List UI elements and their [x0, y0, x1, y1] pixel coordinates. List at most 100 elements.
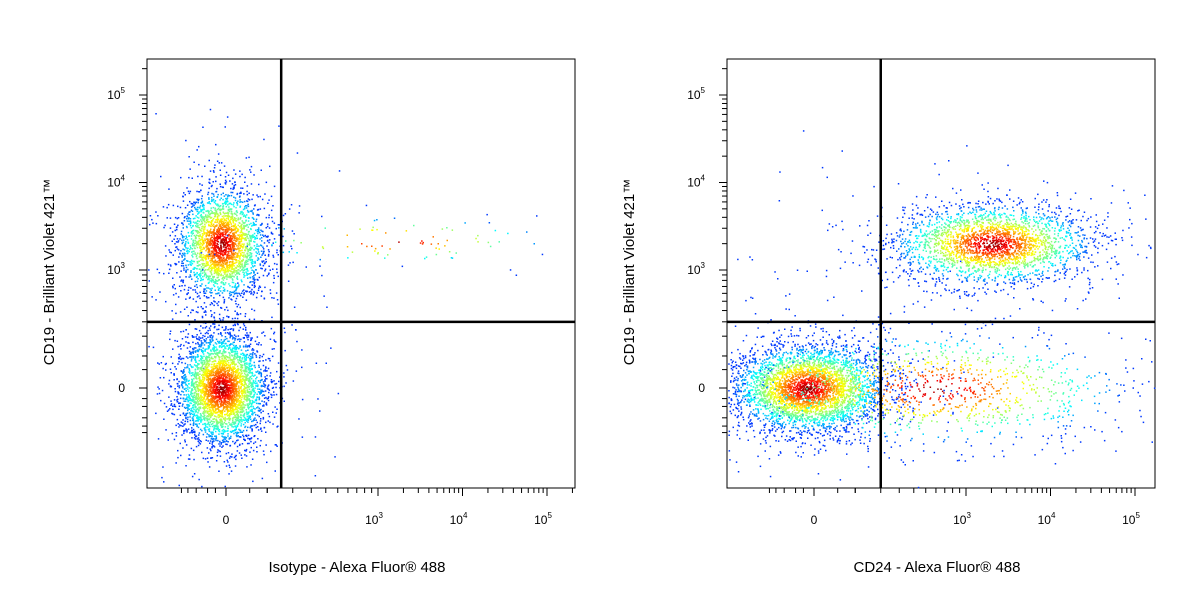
- event-point: [264, 379, 266, 381]
- event-point: [196, 380, 198, 383]
- event-point: [253, 281, 256, 283]
- event-point: [196, 243, 198, 245]
- event-point: [208, 281, 210, 284]
- event-point: [240, 239, 243, 241]
- event-point: [249, 343, 252, 345]
- event-point: [216, 213, 219, 215]
- event-point: [230, 225, 233, 228]
- event-point: [177, 392, 180, 394]
- event-point: [243, 200, 246, 203]
- event-point: [231, 286, 234, 288]
- event-point: [155, 299, 157, 301]
- event-point: [254, 340, 257, 343]
- event-point: [256, 245, 258, 247]
- event-point: [208, 178, 211, 181]
- event-point: [244, 274, 246, 277]
- event-point: [230, 250, 233, 252]
- event-point: [225, 347, 227, 350]
- event-point: [194, 389, 197, 391]
- event-point: [205, 235, 207, 238]
- event-point: [216, 231, 218, 234]
- event-point: [186, 431, 188, 433]
- event-point: [215, 143, 217, 146]
- event-point: [180, 279, 183, 281]
- event-point: [241, 457, 243, 459]
- event-point: [216, 349, 219, 351]
- event-point: [221, 357, 223, 360]
- event-point: [215, 252, 217, 255]
- event-point: [241, 201, 244, 203]
- event-point: [186, 239, 189, 241]
- event-point: [197, 201, 199, 204]
- event-point: [195, 242, 197, 244]
- event-point: [283, 376, 285, 378]
- event-point: [221, 208, 224, 210]
- event-point: [256, 272, 259, 274]
- event-point: [240, 233, 243, 236]
- event-point: [214, 435, 216, 437]
- event-point: [325, 362, 327, 364]
- event-point: [214, 249, 216, 252]
- event-point: [155, 412, 157, 415]
- event-point: [252, 420, 254, 422]
- event-point: [217, 229, 219, 232]
- event-point: [244, 221, 246, 224]
- event-point: [290, 245, 292, 247]
- event-point: [215, 343, 218, 345]
- event-point: [220, 306, 222, 309]
- event-point: [209, 275, 211, 277]
- event-point: [182, 412, 185, 414]
- event-point: [240, 201, 242, 203]
- event-point: [179, 253, 181, 255]
- event-point: [252, 217, 255, 220]
- event-point: [182, 262, 184, 265]
- event-point: [245, 233, 247, 236]
- event-point: [243, 208, 246, 210]
- event-point: [239, 267, 241, 269]
- event-point: [226, 234, 229, 237]
- event-point: [222, 192, 224, 194]
- event-point: [244, 404, 247, 406]
- event-point: [247, 258, 250, 261]
- event-point: [192, 449, 195, 452]
- event-point: [186, 250, 188, 252]
- event-point: [226, 244, 229, 246]
- event-point: [233, 237, 235, 239]
- event-point: [220, 197, 222, 199]
- event-point: [233, 244, 236, 246]
- event-point: [179, 311, 182, 313]
- event-point: [195, 255, 198, 258]
- event-point: [218, 279, 220, 281]
- event-point: [208, 466, 211, 468]
- event-point: [240, 187, 242, 189]
- event-point: [259, 354, 261, 357]
- event-point: [215, 251, 218, 253]
- event-point: [246, 205, 248, 207]
- event-point: [227, 276, 230, 278]
- event-point: [217, 292, 219, 295]
- event-point: [218, 433, 220, 435]
- event-point: [264, 234, 267, 237]
- event-point: [228, 263, 231, 266]
- event-point: [228, 275, 230, 277]
- event-point: [239, 234, 241, 236]
- event-point: [190, 235, 193, 237]
- event-point: [258, 396, 260, 399]
- event-point: [259, 234, 262, 236]
- event-point: [217, 226, 220, 229]
- event-point: [213, 332, 215, 334]
- event-point: [267, 367, 270, 370]
- event-point: [216, 362, 218, 365]
- event-point: [251, 408, 253, 411]
- event-point: [192, 407, 195, 409]
- event-point: [197, 444, 200, 447]
- event-point: [189, 296, 191, 299]
- event-point: [201, 315, 204, 318]
- event-point: [214, 360, 217, 362]
- event-point: [207, 216, 209, 218]
- event-point: [217, 230, 220, 233]
- event-point: [239, 346, 241, 348]
- event-point: [201, 248, 204, 250]
- event-point: [197, 394, 200, 396]
- event-point: [248, 383, 250, 385]
